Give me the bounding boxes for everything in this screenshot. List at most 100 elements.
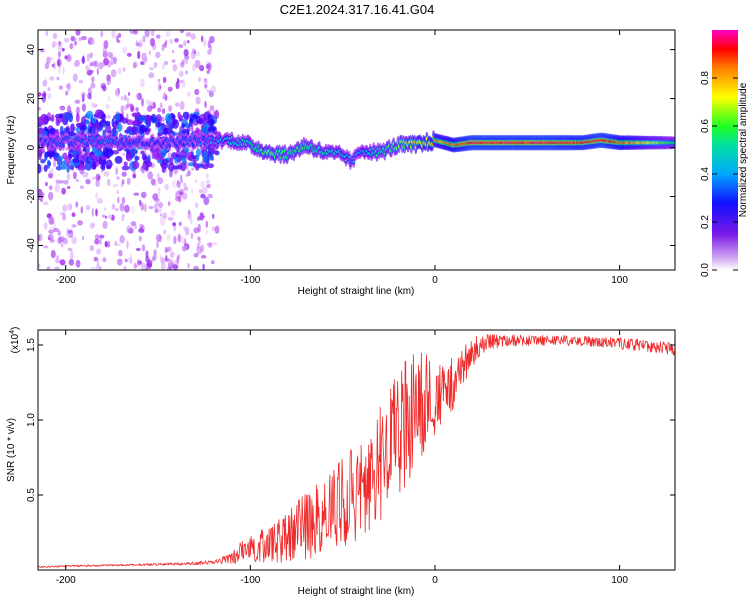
snr-x-tick-label: -200 bbox=[56, 575, 76, 586]
spectrogram-cell bbox=[49, 76, 55, 81]
spectrogram-cell bbox=[163, 127, 169, 136]
spectrogram-cell bbox=[64, 111, 72, 121]
spectrogram-cell bbox=[64, 55, 68, 60]
spectrogram-cell bbox=[165, 39, 168, 45]
spectrogram-cell bbox=[49, 239, 55, 243]
spectrogram-cell bbox=[89, 62, 94, 67]
spectrogram-cell bbox=[124, 94, 127, 101]
spectrogram-cell bbox=[69, 250, 74, 260]
spectrogram-cell bbox=[95, 208, 98, 217]
spectrogram-cell bbox=[352, 160, 355, 164]
spectrogram-cell bbox=[154, 197, 160, 203]
spectrogram-cell bbox=[39, 116, 47, 125]
spectrogram-cell bbox=[190, 232, 194, 239]
spectrogram-cell bbox=[102, 220, 108, 229]
spectrogram-cell bbox=[185, 173, 189, 177]
spectrogram-cell bbox=[206, 173, 209, 179]
spectrogram-cell bbox=[38, 234, 41, 242]
spectrogram-cell bbox=[178, 221, 182, 226]
spectrogram-cell bbox=[135, 247, 141, 252]
spectrogram-cell bbox=[208, 126, 216, 134]
spectrogram-cell bbox=[164, 94, 168, 101]
spectrogram-cell bbox=[183, 49, 189, 57]
spectrogram-cell bbox=[103, 150, 109, 158]
spectrogram-cell bbox=[121, 171, 127, 177]
spectrogram-frame bbox=[37, 29, 676, 271]
spectrogram-cell bbox=[81, 35, 87, 41]
spectrogram-cell bbox=[95, 264, 101, 270]
snr-y-tick-label: 0.5 bbox=[26, 488, 37, 502]
spectrogram-cell bbox=[120, 117, 129, 124]
spectrogram-cell bbox=[112, 183, 119, 188]
spectrogram-cell bbox=[146, 172, 149, 177]
spectrogram-cell bbox=[96, 248, 102, 255]
spectrogram-cell bbox=[73, 61, 80, 68]
spectrogram-cell bbox=[173, 235, 177, 245]
spectrogram-cell bbox=[144, 203, 147, 213]
spectrogram-cell bbox=[117, 258, 123, 266]
spectrogram-cell bbox=[56, 76, 60, 81]
spectrogram-cell bbox=[48, 172, 54, 179]
spectrogram-cell bbox=[162, 212, 168, 219]
spectrogram-cell bbox=[179, 101, 185, 110]
spectrogram-cell bbox=[80, 206, 84, 214]
spectrogram-y-tick-label: 0 bbox=[26, 144, 37, 150]
spectrogram-cell bbox=[130, 105, 135, 112]
spectrogram-cell bbox=[104, 215, 108, 219]
spectrogram-cell bbox=[146, 259, 153, 268]
spectrogram-cell bbox=[177, 78, 180, 83]
spectrogram-cell bbox=[46, 56, 51, 64]
spectrogram-cell bbox=[44, 77, 47, 84]
spectrogram-cell bbox=[45, 181, 48, 187]
spectrogram-cell bbox=[169, 38, 174, 44]
spectrogram-cell bbox=[55, 255, 60, 264]
spectrogram-cell bbox=[90, 82, 96, 89]
spectrogram-cell bbox=[205, 64, 210, 69]
spectrogram-cell bbox=[88, 53, 92, 60]
spectrogram-cell bbox=[154, 208, 158, 213]
spectrogram-cell bbox=[172, 64, 178, 72]
snr-y-tick-label: 1.0 bbox=[26, 413, 37, 427]
spectrogram-cell bbox=[174, 38, 179, 43]
spectrogram-cell bbox=[187, 152, 192, 157]
spectrogram-cell bbox=[200, 193, 206, 199]
spectrogram-cell bbox=[207, 40, 211, 49]
spectrogram-cell bbox=[100, 30, 104, 38]
spectrogram-heatmap bbox=[38, 30, 675, 270]
spectrogram-cell bbox=[78, 37, 82, 41]
spectrogram-cell bbox=[168, 122, 172, 131]
spectrogram-cell bbox=[210, 85, 217, 94]
spectrogram-cell bbox=[91, 208, 94, 217]
spectrogram-cell bbox=[200, 254, 207, 259]
spectrogram-cell bbox=[143, 155, 150, 165]
spectrogram-cell bbox=[150, 30, 155, 37]
spectrogram-cell bbox=[44, 114, 48, 125]
spectrogram-cell bbox=[57, 59, 61, 67]
spectrogram-cell bbox=[82, 235, 85, 241]
spectrogram-cell bbox=[82, 171, 89, 178]
spectrogram-cell bbox=[105, 120, 111, 127]
snr-x-label: Height of straight line (km) bbox=[298, 586, 415, 597]
spectrogram-cell bbox=[141, 97, 144, 107]
spectrogram-cell bbox=[118, 249, 123, 257]
spectrogram-cell bbox=[48, 57, 55, 61]
spectrogram-cell bbox=[71, 236, 77, 245]
spectrogram-cell bbox=[117, 122, 123, 132]
colorbar-tick-label: 0.8 bbox=[700, 71, 711, 85]
spectrogram-cell bbox=[138, 228, 144, 233]
spectrogram-cell bbox=[81, 103, 86, 112]
spectrogram-cell bbox=[91, 76, 95, 83]
spectrogram-cell bbox=[47, 92, 52, 100]
spectrogram-cell bbox=[74, 99, 81, 104]
spectrogram-cell bbox=[72, 157, 80, 164]
spectrogram-cell bbox=[61, 243, 64, 248]
spectrogram-cell bbox=[50, 250, 56, 259]
spectrogram-cell bbox=[163, 229, 166, 235]
spectrogram-cell bbox=[127, 228, 133, 234]
spectrogram-cell bbox=[113, 56, 117, 65]
spectrogram-cell bbox=[157, 107, 162, 113]
spectrogram-cell bbox=[89, 69, 94, 74]
spectrogram-cell bbox=[151, 256, 155, 262]
spectrogram-cell bbox=[177, 233, 182, 243]
